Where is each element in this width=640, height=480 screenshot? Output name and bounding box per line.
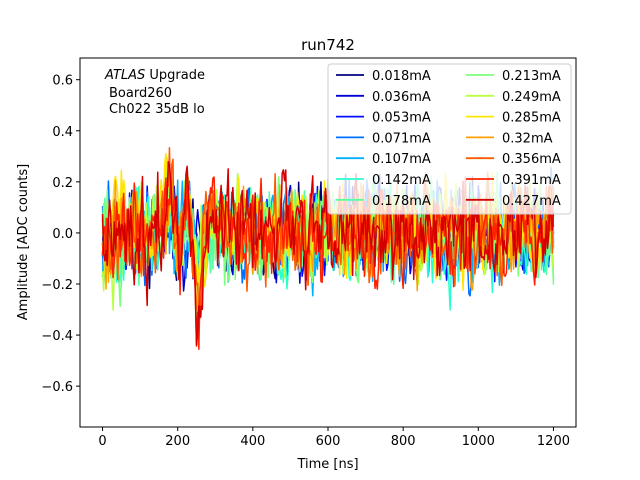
legend-item: 0.018mA — [336, 69, 431, 84]
board-label: Board260 — [109, 86, 172, 101]
x-tick-label: 400 — [240, 434, 265, 449]
legend-item: 0.036mA — [336, 90, 431, 105]
legend-label: 0.285mA — [502, 111, 561, 126]
chart-title: run742 — [301, 36, 355, 54]
legend-item: 0.071mA — [336, 131, 431, 146]
atlas-annotation: ATLAS Upgrade Board260 Ch022 35dB lo — [104, 68, 205, 117]
x-tick-label: 1200 — [537, 434, 570, 449]
legend-label: 0.053mA — [372, 111, 431, 126]
legend-label: 0.036mA — [372, 90, 431, 105]
x-tick-label: 800 — [391, 434, 416, 449]
x-axis-label: Time [ns] — [296, 457, 358, 472]
y-tick-label: 0.0 — [52, 227, 73, 242]
legend-label: 0.249mA — [502, 90, 561, 105]
legend-item: 0.178mA — [336, 194, 431, 209]
legend-label: 0.427mA — [502, 194, 561, 209]
legend-item: 0.249mA — [466, 90, 561, 105]
legend-label: 0.107mA — [372, 152, 431, 167]
legend-item: 0.285mA — [466, 111, 561, 126]
legend-item: 0.356mA — [466, 152, 561, 167]
y-tick-label: 0.4 — [52, 125, 73, 140]
legend-frame — [327, 63, 572, 215]
legend-label: 0.142mA — [372, 173, 431, 188]
legend-label: 0.018mA — [372, 69, 431, 84]
legend-item: 0.391mA — [466, 173, 561, 188]
legend-item: 0.32mA — [466, 131, 553, 146]
atlas-label: ATLAS — [104, 68, 145, 83]
legend: 0.018mA 0.036mA 0.053mA 0.071mA 0.107mA 0.142… — [327, 63, 572, 215]
y-tick-label: −0.2 — [41, 278, 73, 293]
y-axis-label: Amplitude [ADC counts] — [16, 164, 31, 320]
legend-label: 0.356mA — [502, 152, 561, 167]
legend-label: 0.178mA — [372, 194, 431, 209]
legend-label: 0.213mA — [502, 69, 561, 84]
upgrade-label: Upgrade — [145, 68, 205, 83]
legend-item: 0.053mA — [336, 111, 431, 126]
legend-item: 0.107mA — [336, 152, 431, 167]
x-tick-label: 200 — [165, 434, 190, 449]
legend-item: 0.427mA — [466, 194, 561, 209]
legend-item: 0.213mA — [466, 69, 561, 84]
svg-text:ATLAS Upgrade: ATLAS Upgrade — [104, 68, 205, 83]
x-tick-label: 600 — [316, 434, 341, 449]
y-tick-label: −0.4 — [41, 329, 73, 344]
legend-item: 0.142mA — [336, 173, 431, 188]
legend-label: 0.071mA — [372, 131, 431, 146]
y-tick-label: 0.2 — [52, 176, 73, 191]
y-axis: −0.6 −0.4 −0.2 0.0 0.2 0.4 0.6 — [41, 74, 80, 395]
x-tick-label: 1000 — [462, 434, 495, 449]
channel-label: Ch022 35dB lo — [109, 102, 205, 117]
y-tick-label: 0.6 — [52, 74, 73, 89]
x-tick-label: 0 — [98, 434, 106, 449]
x-axis: 0 200 400 600 800 1000 1200 — [98, 427, 570, 449]
legend-label: 0.391mA — [502, 173, 561, 188]
y-tick-label: −0.6 — [41, 380, 73, 395]
legend-label: 0.32mA — [502, 131, 553, 146]
